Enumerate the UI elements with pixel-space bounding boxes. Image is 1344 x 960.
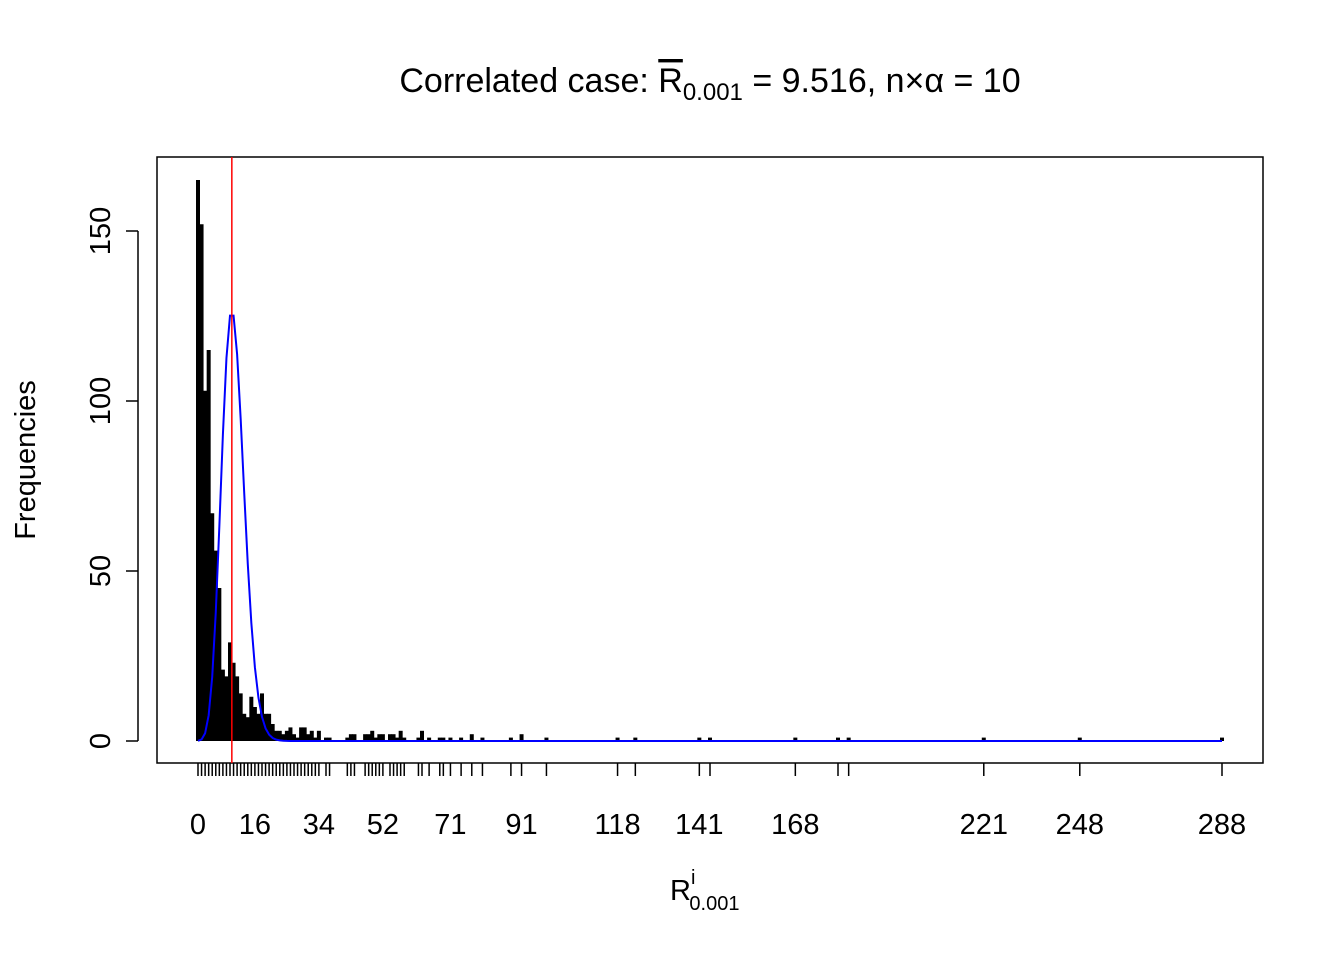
x-tick-label: 16: [239, 809, 271, 841]
x-tick-label: 168: [771, 809, 819, 841]
y-axis: 0 50 100 150: [85, 207, 139, 749]
y-axis-label: Frequencies: [10, 380, 42, 540]
y-tick-label: 150: [85, 207, 117, 255]
x-tick-label: 34: [303, 809, 335, 841]
plot-box: [156, 156, 1264, 764]
y-tick-label: 50: [85, 555, 117, 587]
x-axis: 0 16 34 52 71 91 118 141 168 221 248 288: [190, 809, 1246, 841]
x-tick-label: 141: [675, 809, 723, 841]
x-tick-label: 91: [505, 809, 537, 841]
chart-title: Correlated case: R0.001 = 9.516, n×α = 1…: [399, 62, 1020, 106]
poisson-curve: [197, 314, 1222, 742]
x-tick-label: 221: [960, 809, 1008, 841]
x-tick-label: 52: [367, 809, 399, 841]
title-rbar: R: [658, 62, 683, 100]
x-tick-label: 71: [434, 809, 466, 841]
x-tick-label: 288: [1198, 809, 1246, 841]
y-tick-label: 0: [85, 733, 117, 749]
x-axis-label: Ri 0.001: [670, 867, 739, 915]
rug-ticks: [197, 763, 1223, 776]
y-tick-label: 100: [85, 377, 117, 425]
x-tick-label: 0: [190, 809, 206, 841]
x-tick-label: 118: [594, 809, 640, 841]
bars: [196, 180, 1224, 741]
x-tick-label: 248: [1056, 809, 1104, 841]
